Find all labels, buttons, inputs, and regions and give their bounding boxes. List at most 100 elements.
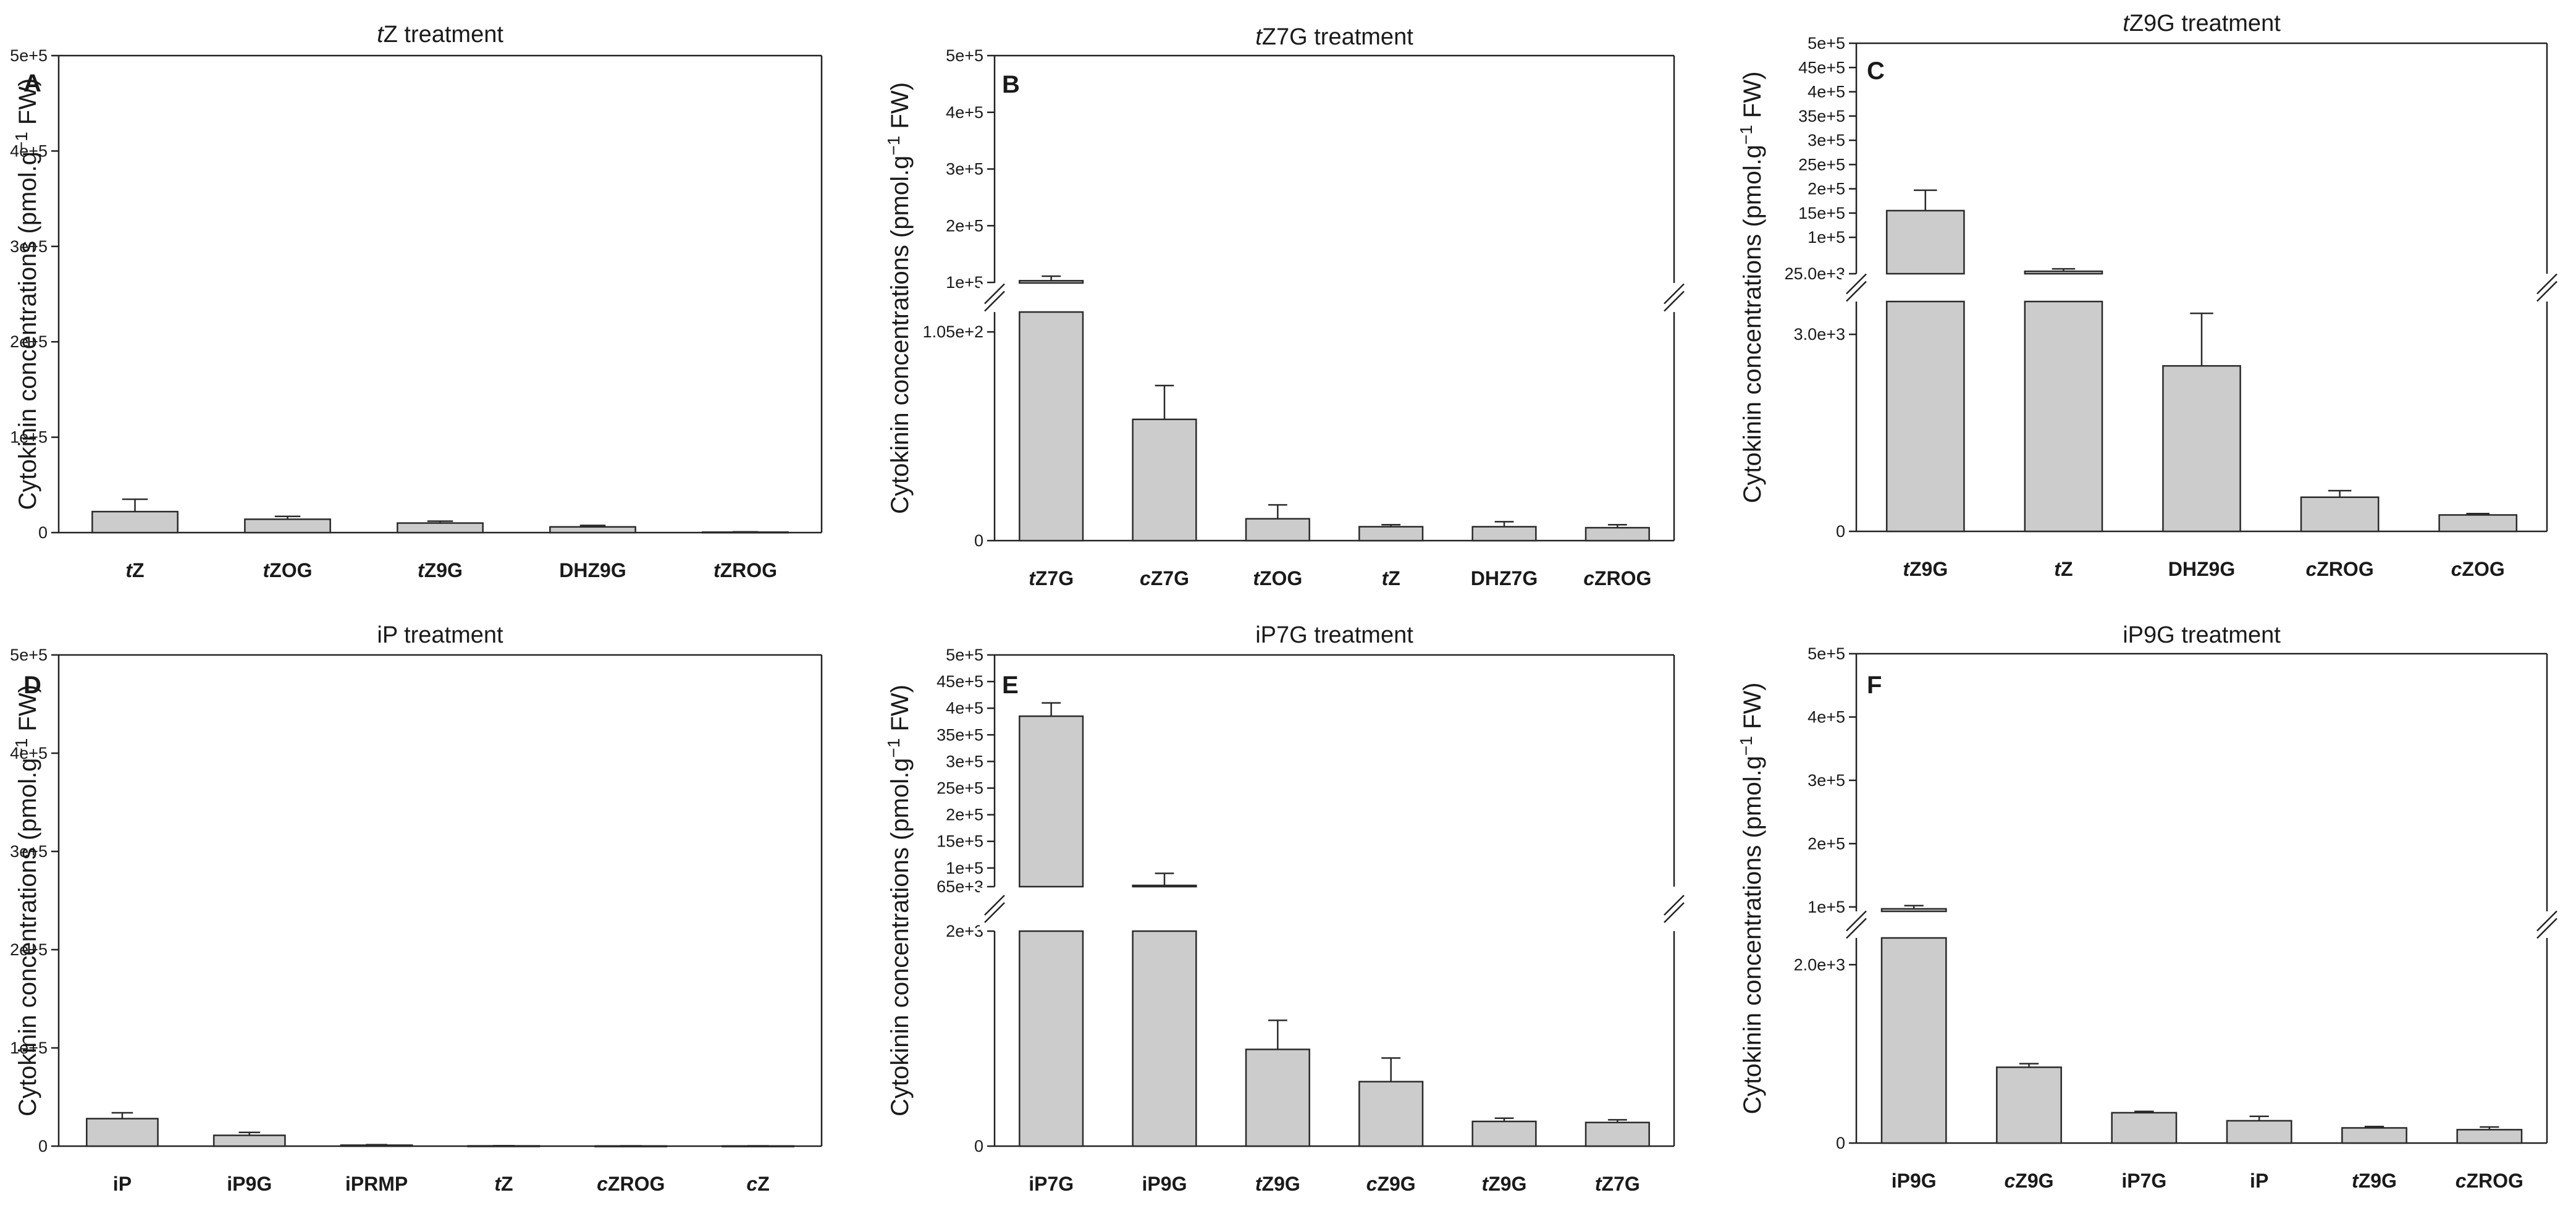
bar-group [1585, 524, 1650, 542]
axis-break-mark [1846, 918, 1867, 939]
x-tick-label: tZROG [713, 559, 777, 581]
axis-break-mark [984, 283, 1005, 305]
title-text: Z9G treatment [2129, 11, 2281, 36]
bar [1471, 526, 1537, 542]
bar-lower [2024, 300, 2103, 533]
x-tick-label: cZ9G [2004, 1170, 2053, 1192]
axis-break-mark [2536, 910, 2557, 932]
bar-group [1996, 1063, 2062, 1144]
y-tick-label: 15e+5 [937, 832, 983, 851]
y-tick-label: 0 [1836, 522, 1845, 541]
x-tick-label-name: Z9G [2015, 1170, 2053, 1192]
y-tick-label: 1e+5 [1808, 228, 1845, 247]
panel-title: iP9G treatment [2123, 622, 2281, 648]
y-axis-label-main: Cytokinin concentrations (pmol.g [14, 151, 41, 510]
y-tick-label: 4e+5 [10, 744, 48, 762]
panel-title: tZ7G treatment [1255, 24, 1413, 50]
x-tick-label-name: DHZ7G [1471, 567, 1538, 589]
bar-group [86, 1112, 159, 1147]
bar-group [549, 525, 636, 534]
y-tick-label: 5e+5 [10, 646, 48, 664]
bar-group [2456, 1126, 2523, 1144]
y-axis-label-end: FW) [1739, 72, 1766, 125]
x-tick-label-name: Z9G [2359, 1170, 2397, 1192]
y-tick-label: 3.0e+3 [1794, 325, 1845, 344]
x-tick-label-prefix: c [597, 1173, 608, 1195]
x-tick-label-prefix: t [2054, 558, 2061, 580]
y-tick-label: 45e+5 [1798, 58, 1845, 77]
x-tick-label: tZ9G [418, 559, 463, 581]
bar-group [1019, 702, 1084, 1147]
title-italic: t [2123, 11, 2130, 36]
bar [1245, 1049, 1310, 1147]
bar [2226, 1120, 2292, 1144]
axis-break-mark [1846, 273, 1867, 295]
y-axis-label-sup: −1 [1736, 736, 1756, 756]
x-tick-label: iP7G [1029, 1173, 1074, 1195]
x-tick-label: tZ9G [2352, 1170, 2397, 1192]
x-tick-label-prefix: t [263, 559, 271, 581]
bar-upper [1019, 715, 1084, 888]
y-axis-label-main: Cytokinin concentrations (pmol.g [1739, 145, 1766, 503]
bar-group [594, 1145, 668, 1147]
bar-group [1885, 189, 1965, 533]
bar-group [2024, 268, 2103, 533]
y-tick-label: 5e+5 [1808, 34, 1845, 53]
panel-title: tZ9G treatment [2123, 11, 2281, 36]
x-tick-label: cZ7G [1140, 567, 1189, 589]
x-tick-label: tZ7G [1029, 567, 1074, 589]
bar [1245, 518, 1310, 542]
y-tick-label: 1e+5 [10, 428, 48, 447]
bar-group [702, 531, 789, 534]
x-tick-label-name: iP9G [1142, 1173, 1187, 1195]
axis-break-gap [980, 284, 1009, 311]
bar-group [722, 1145, 794, 1147]
bar-group [1245, 504, 1310, 542]
bar [213, 1134, 286, 1147]
panel-title: tZ treatment [377, 22, 503, 48]
y-tick-label: 4e+5 [1808, 707, 1845, 726]
y-tick-label: 3e+5 [946, 752, 983, 770]
title-text: iP7G treatment [1255, 622, 1413, 648]
y-tick-label: 3e+5 [10, 237, 48, 256]
x-tick-label-name: iPRMP [345, 1173, 408, 1195]
y-axis-label-main: Cytokinin concentrations (pmol.g [886, 758, 914, 1116]
y-axis-label-main: Cytokinin concentrations (pmol.g [1739, 756, 1766, 1114]
bar-upper [1880, 908, 1947, 913]
x-tick-label: tZOG [1253, 567, 1302, 589]
x-tick-label-prefix: c [1583, 567, 1594, 589]
panel-title: iP treatment [377, 622, 503, 648]
bar-group [2438, 513, 2518, 533]
x-tick-label-name: ZROG [720, 559, 777, 581]
x-tick-label-prefix: c [2305, 558, 2317, 580]
x-tick-label: iP9G [1892, 1170, 1937, 1192]
bar-group [1132, 384, 1197, 542]
x-tick-label-prefix: t [418, 559, 425, 581]
title-text: Z treatment [384, 22, 504, 48]
x-tick-label-prefix: t [125, 559, 133, 581]
x-tick-label-name: iP9G [1892, 1170, 1937, 1192]
bar [2438, 514, 2518, 533]
y-tick-label: 4e+5 [946, 699, 983, 717]
x-tick-label-name: Z [132, 559, 145, 581]
y-tick-label: 5e+5 [10, 46, 48, 65]
y-axis-label-end: FW) [886, 82, 914, 136]
y-tick-label: 4e+5 [946, 103, 983, 122]
bar [2456, 1129, 2523, 1144]
x-tick-label-prefix: t [1255, 1173, 1263, 1195]
x-tick-label-prefix: t [494, 1173, 502, 1195]
x-tick-label-name: Z9G [1488, 1173, 1526, 1195]
axis-break-gap [2532, 275, 2562, 300]
bar [1358, 526, 1424, 542]
bar-group [1880, 905, 1947, 1144]
bar-group [1471, 521, 1537, 542]
y-axis-label-sup: −1 [12, 738, 31, 758]
y-tick-label: 25.0e+3 [1785, 264, 1845, 283]
title-text: iP9G treatment [2123, 622, 2281, 648]
y-tick-label: 3e+5 [1808, 131, 1845, 150]
x-tick-label: cZROG [2456, 1170, 2523, 1192]
x-tick-label-name: iP7G [2121, 1170, 2166, 1192]
x-tick-label: iP [113, 1173, 132, 1195]
x-tick-label-name: DHZ9G [559, 559, 626, 581]
